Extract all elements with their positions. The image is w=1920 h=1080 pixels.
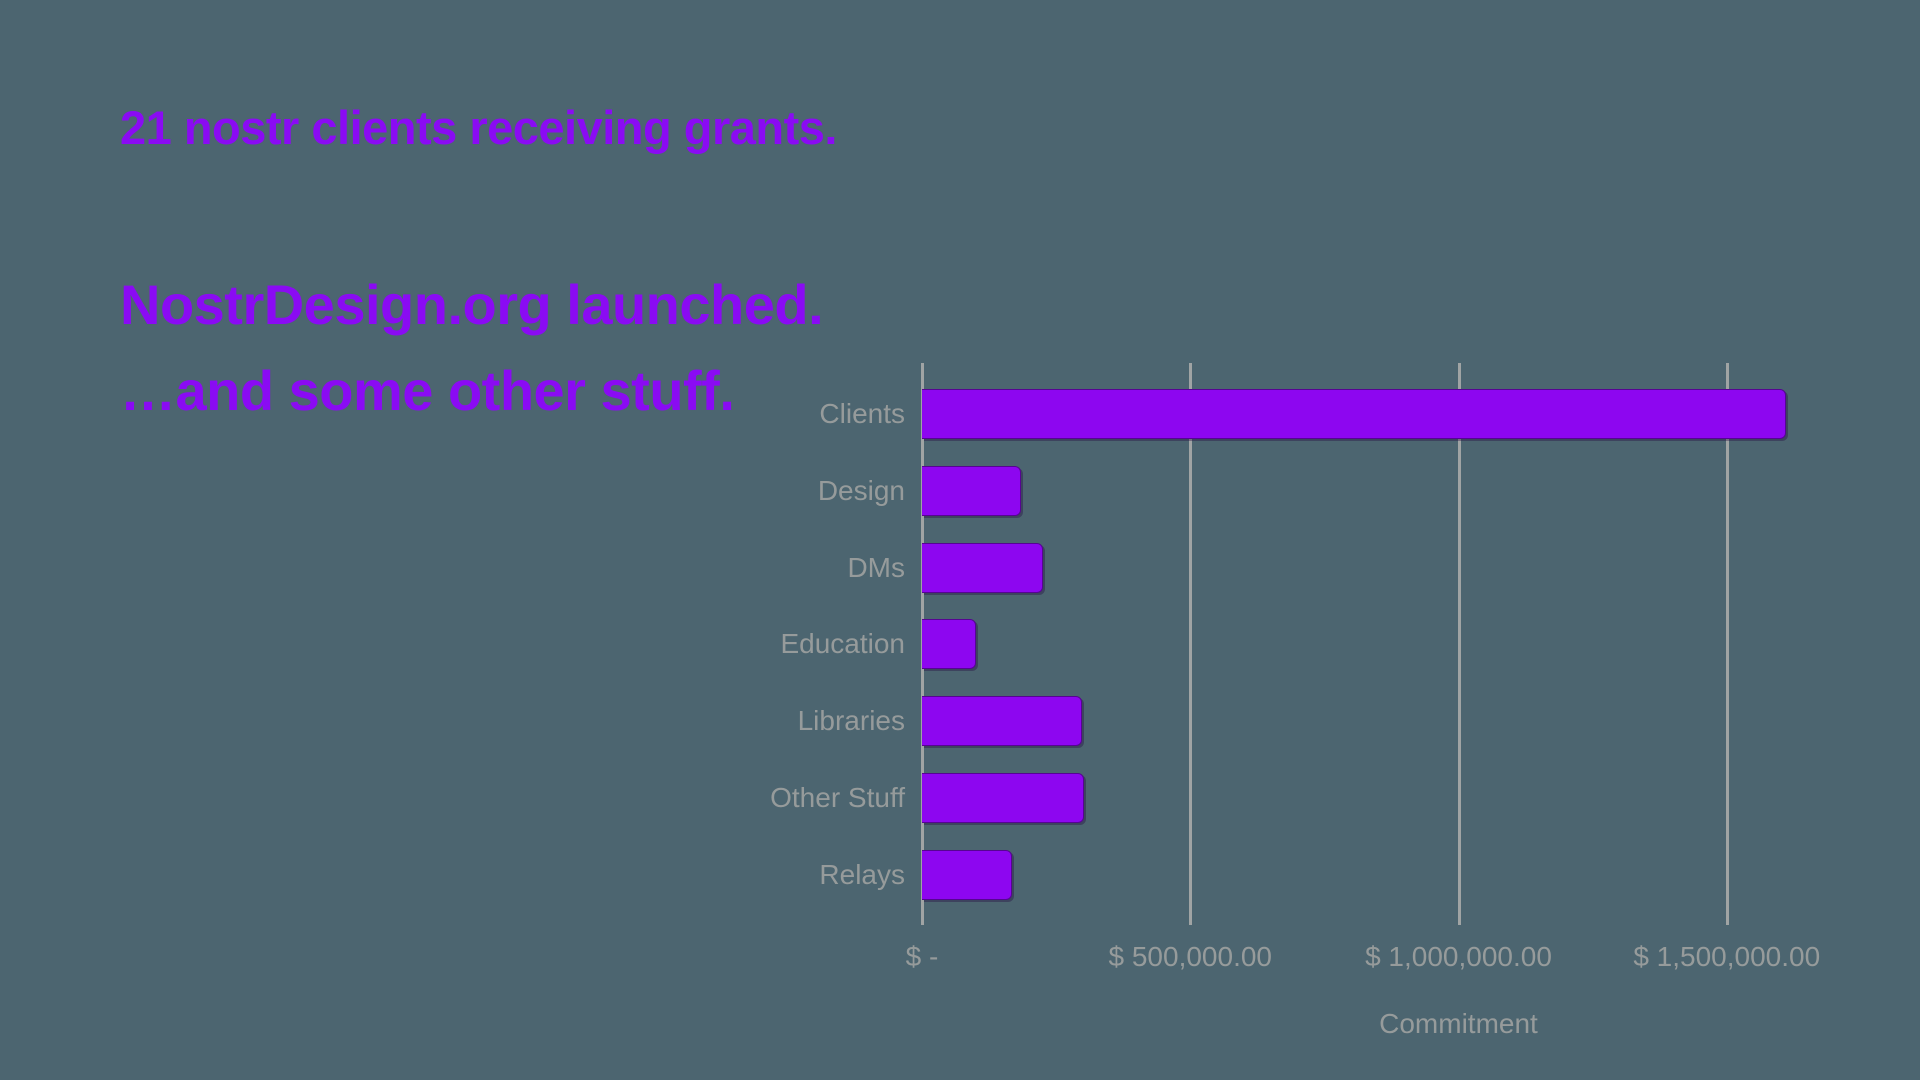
bar-education [922,619,976,670]
x-axis-title: Commitment [1379,1008,1538,1039]
gridline [1457,363,1461,925]
headline-grants: 21 nostr clients receiving grants. [120,101,838,154]
bar-design [922,465,1022,516]
category-label: DMs [847,551,905,583]
plot-area [921,363,1920,925]
x-tick-label: $ 1,500,000.00 [1633,941,1821,972]
bar-libraries [922,696,1082,747]
gridline [1189,363,1193,925]
category-label: Libraries [797,705,905,737]
bar-relays [922,849,1013,900]
category-label: Other Stuff [770,782,905,814]
bar-clients [922,389,1786,439]
headline-nostrdesign: NostrDesign.org launched. [120,273,824,336]
bar-other-stuff [922,773,1085,824]
category-label: Relays [819,858,905,890]
x-tick-label: $ 500,000.00 [1108,941,1273,972]
category-label: Design [817,474,905,506]
headline-other-stuff: …and some other stuff. [120,359,735,422]
bar-dms [922,542,1043,593]
category-label: Clients [819,398,905,429]
x-tick-label: $ 1,000,000.00 [1365,941,1552,972]
x-tick-label: $ - [905,941,939,972]
gridline [1725,363,1729,925]
category-label: Education [780,628,905,660]
